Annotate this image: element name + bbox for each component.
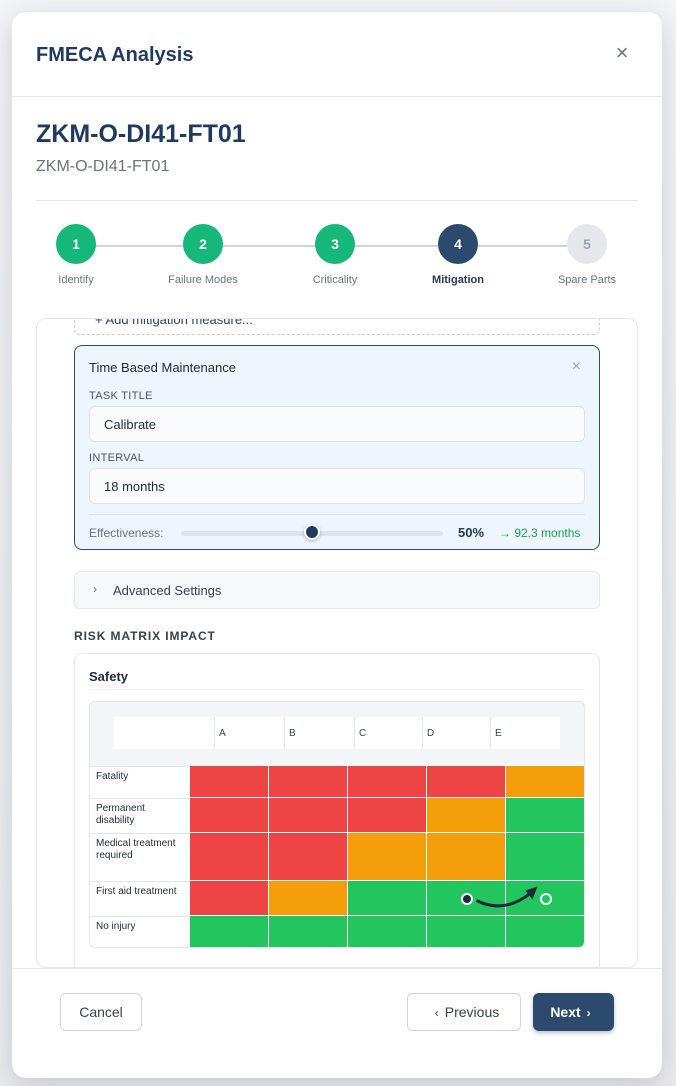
asset-title: ZKM-O-DI41-FT01 xyxy=(36,120,246,148)
divider xyxy=(89,689,585,690)
current-risk-marker xyxy=(460,892,473,905)
matrix-cell[interactable] xyxy=(348,881,427,916)
effectiveness-percent: 50% xyxy=(458,525,485,540)
chevron-left-icon: ‹ xyxy=(434,1006,439,1020)
matrix-cell[interactable] xyxy=(506,766,584,798)
mitigation-card: Time Based Maintenance × TASK TITLE Cali… xyxy=(74,345,600,550)
matrix-cell[interactable] xyxy=(190,916,269,947)
step-label: Identify xyxy=(58,274,94,286)
matrix-cell[interactable] xyxy=(190,798,269,833)
step-label: Spare Parts xyxy=(557,274,617,286)
step-label: Failure Modes xyxy=(168,274,238,286)
matrix-cell[interactable] xyxy=(190,766,269,798)
chevron-right-icon: › xyxy=(93,582,97,596)
mitigated-risk-marker xyxy=(539,892,552,905)
step-connector xyxy=(223,245,335,247)
interval-label: INTERVAL xyxy=(89,452,145,464)
step-mitigation[interactable]: 4 Mitigation xyxy=(408,224,508,286)
remove-icon[interactable]: × xyxy=(571,358,581,375)
step-label: Mitigation xyxy=(432,274,484,286)
asset-subtitle: ZKM-O-DI41-FT01 xyxy=(36,158,170,175)
matrix-cell[interactable] xyxy=(190,833,269,881)
step-label: Criticality xyxy=(312,274,358,286)
modal-footer: Cancel ‹ Previous Next › xyxy=(12,968,662,1078)
mitigation-content[interactable]: + Add mitigation measure... Time Based M… xyxy=(36,318,638,968)
matrix-cell[interactable] xyxy=(348,766,427,798)
step-connector xyxy=(478,245,567,247)
step-failure-modes[interactable]: 2 Failure Modes xyxy=(153,224,253,286)
divider xyxy=(36,200,638,201)
matrix-cell[interactable] xyxy=(190,881,269,916)
step-number: 2 xyxy=(183,224,223,264)
stepper: 1 Identify 2 Failure Modes 3 Criticality… xyxy=(12,224,662,294)
step-number: 1 xyxy=(56,224,96,264)
matrix-category: Safety xyxy=(89,669,129,684)
advanced-settings-label: Advanced Settings xyxy=(113,583,222,598)
column-header-c: C xyxy=(354,717,422,749)
fmeca-modal: FMECA Analysis × ZKM-O-DI41-FT01 ZKM-O-D… xyxy=(12,12,662,1078)
column-header-e: E xyxy=(490,717,560,749)
cancel-button[interactable]: Cancel xyxy=(60,993,142,1031)
column-header-d: D xyxy=(422,717,490,749)
modal-title: FMECA Analysis xyxy=(36,44,194,66)
step-connector xyxy=(355,245,438,247)
step-number: 5 xyxy=(567,224,607,264)
task-title-label: TASK TITLE xyxy=(89,390,153,402)
row-label: First aid treatment xyxy=(90,881,190,916)
close-icon[interactable]: × xyxy=(615,40,629,65)
previous-label: Previous xyxy=(444,1004,500,1020)
slider-thumb[interactable] xyxy=(304,524,320,540)
row-label: No injury xyxy=(90,916,190,947)
mitigation-type: Time Based Maintenance xyxy=(89,360,236,375)
chevron-right-icon: › xyxy=(586,1006,591,1020)
step-spare-parts[interactable]: 5 Spare Parts xyxy=(537,224,637,286)
task-title-input[interactable]: Calibrate xyxy=(89,406,585,442)
matrix-cell[interactable] xyxy=(269,916,348,947)
divider xyxy=(89,514,585,515)
matrix-cell[interactable] xyxy=(348,798,427,833)
advanced-settings-toggle[interactable]: › Advanced Settings xyxy=(74,571,600,609)
row-label: Permanent disability xyxy=(90,798,190,833)
step-criticality[interactable]: 3 Criticality xyxy=(285,224,385,286)
row-label: Medical treatment required xyxy=(90,833,190,881)
column-header-b: B xyxy=(284,717,354,749)
column-header-a: A xyxy=(214,717,284,749)
matrix-cell[interactable] xyxy=(427,833,506,881)
effectiveness-result: → 92.3 months xyxy=(499,526,581,540)
matrix-cell[interactable] xyxy=(269,766,348,798)
matrix-cell[interactable] xyxy=(269,833,348,881)
next-label: Next xyxy=(550,1004,581,1020)
matrix-cell[interactable] xyxy=(506,798,584,833)
modal-header: FMECA Analysis × xyxy=(12,12,662,97)
step-identify[interactable]: 1 Identify xyxy=(26,224,126,286)
effectiveness-label: Effectiveness: xyxy=(89,526,164,540)
matrix-cell[interactable] xyxy=(427,798,506,833)
matrix-cell[interactable] xyxy=(269,798,348,833)
matrix-cell[interactable] xyxy=(506,833,584,881)
matrix-cell[interactable] xyxy=(506,916,584,947)
previous-button[interactable]: ‹ Previous xyxy=(407,993,521,1031)
step-connector xyxy=(76,245,203,247)
step-number: 4 xyxy=(438,224,478,264)
matrix-cell[interactable] xyxy=(269,881,348,916)
matrix-cell[interactable] xyxy=(427,916,506,947)
risk-matrix-title: RISK MATRIX IMPACT xyxy=(74,629,216,643)
add-mitigation-button[interactable]: + Add mitigation measure... xyxy=(74,319,600,335)
matrix-cell[interactable] xyxy=(348,916,427,947)
next-button[interactable]: Next › xyxy=(533,993,614,1031)
matrix-cell[interactable] xyxy=(427,766,506,798)
matrix-cell[interactable] xyxy=(348,833,427,881)
step-number: 3 xyxy=(315,224,355,264)
interval-input[interactable]: 18 months xyxy=(89,468,585,504)
row-label: Fatality xyxy=(90,766,190,798)
